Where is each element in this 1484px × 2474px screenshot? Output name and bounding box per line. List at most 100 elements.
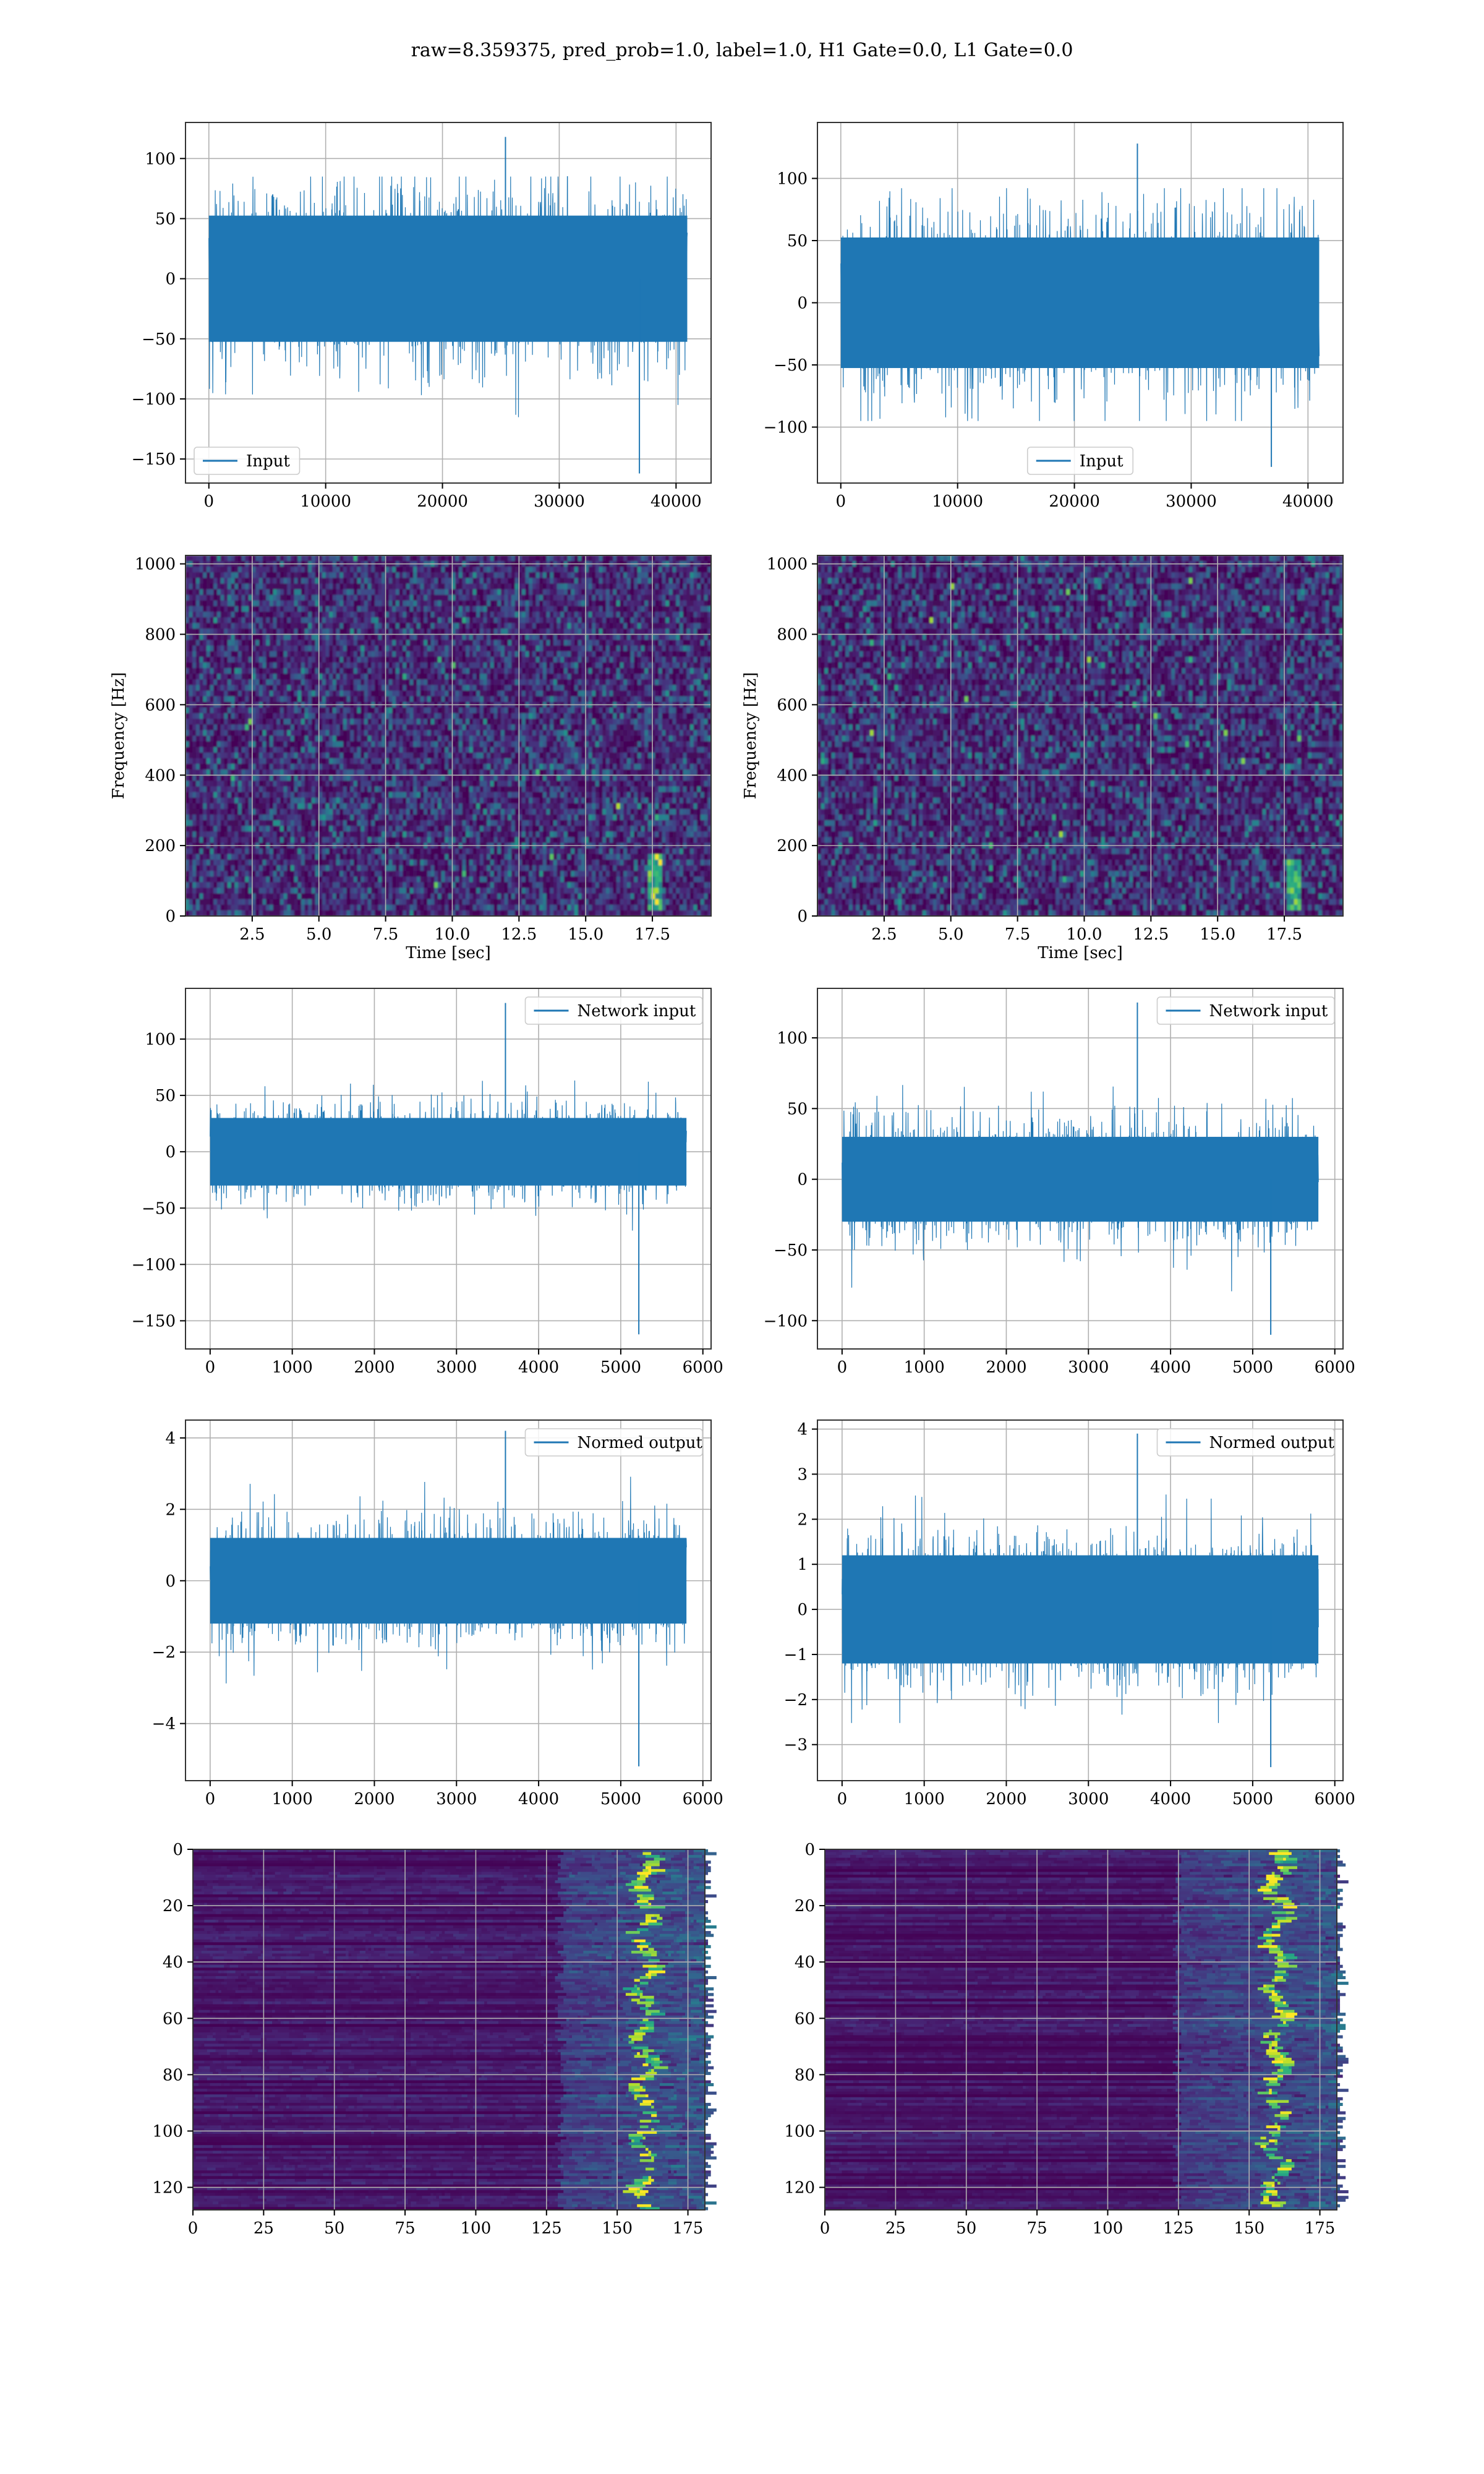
x-tick-label: 0 [205,1358,216,1377]
series-core [842,1556,1318,1664]
x-tick-label: 7.5 [1005,925,1030,944]
y-tick-label: −50 [774,1241,808,1260]
legend-label: Normed output [578,1434,703,1452]
y-tick-label: 20 [795,1897,815,1915]
legend: Network input [1158,997,1335,1024]
x-tick-label: 0 [204,492,215,511]
panel-h1-network-input: 0 1000 2000 3000 4000 5000 6000−150−100−500501… [132,988,723,1377]
y-tick-label: 100 [784,2122,815,2141]
legend: Network input [526,997,703,1024]
legend: Input [1028,447,1133,474]
x-tick-label: 0 [820,2219,830,2238]
x-tick-label: 2000 [354,1790,394,1808]
x-tick-label: 4000 [1150,1358,1191,1377]
series-core [210,1118,686,1186]
y-tick-label: 100 [777,1029,808,1048]
y-tick-label: 0 [797,907,808,926]
x-tick-label: 5000 [1232,1790,1273,1808]
y-tick-label: 50 [787,232,808,250]
y-tick-label: 100 [777,169,808,188]
legend-label: Network input [578,1002,696,1021]
x-tick-label: 0 [205,1790,216,1808]
x-tick-label: 50 [956,2219,976,2238]
x-tick-label: 0 [188,2219,198,2238]
x-tick-label: 4000 [1150,1790,1191,1808]
legend-label: Normed output [1209,1434,1335,1452]
y-tick-label: 50 [787,1100,808,1118]
y-axis-label: Frequency [Hz] [109,672,128,800]
y-tick-label: −4 [152,1715,176,1734]
legend: Normed output [526,1429,703,1456]
y-tick-label: 800 [777,626,808,644]
x-tick-label: 17.5 [1266,925,1302,944]
y-tick-label: −100 [764,1312,808,1330]
y-tick-label: 4 [797,1421,808,1439]
x-tick-label: 30000 [534,492,585,511]
y-tick-label: 50 [155,1087,176,1105]
x-tick-label: 10000 [300,492,351,511]
y-tick-label: 0 [797,1171,808,1189]
y-tick-label: 0 [804,1841,815,1859]
y-tick-label: 50 [155,210,176,228]
x-tick-label: 6000 [1315,1358,1355,1377]
legend-label: Input [246,452,290,471]
figure-canvas: 0 10000 20000 30000 40000−150−100−50050100In… [0,0,1484,2474]
heatmap-cells [186,555,712,917]
y-tick-label: 0 [797,1601,808,1619]
x-tick-label: 10000 [932,492,983,511]
x-tick-label: 5.0 [938,925,963,944]
y-tick-label: −2 [784,1691,808,1710]
y-tick-label: −1 [784,1646,808,1664]
x-tick-label: 3000 [436,1358,477,1377]
y-tick-label: 40 [795,1953,815,1972]
x-tick-label: 2000 [986,1790,1026,1808]
series-core [209,216,688,342]
y-tick-label: 0 [797,294,808,313]
legend: Normed output [1158,1429,1335,1456]
x-tick-label: 150 [602,2219,633,2238]
y-tick-label: 400 [145,766,176,785]
y-tick-label: 3 [797,1465,808,1484]
y-tick-label: 200 [145,837,176,855]
panel-h1-input: 0 10000 20000 30000 40000−150−100−50050100In… [132,122,711,511]
x-tick-label: 20000 [1049,492,1100,511]
x-axis-label: Time [sec] [1038,944,1123,962]
y-tick-label: 0 [165,1572,176,1591]
x-tick-label: 2000 [986,1358,1026,1377]
y-tick-label: 40 [163,1953,183,1972]
y-tick-label: 200 [777,837,808,855]
y-tick-label: −100 [132,1256,176,1274]
x-tick-label: 75 [395,2219,416,2238]
x-tick-label: 5000 [600,1790,641,1808]
x-tick-label: 5000 [1232,1358,1273,1377]
y-tick-label: 100 [152,2122,183,2141]
y-tick-label: 1 [797,1556,808,1574]
x-tick-label: 6000 [1315,1790,1355,1808]
x-tick-label: 50 [324,2219,344,2238]
y-tick-label: 2 [797,1510,808,1529]
y-tick-label: −2 [152,1643,176,1662]
y-tick-label: 600 [145,696,176,714]
y-tick-label: 120 [784,2179,815,2198]
x-tick-label: 6000 [683,1358,723,1377]
y-tick-label: 0 [165,270,176,289]
y-tick-label: −50 [774,356,808,375]
x-tick-label: 15.0 [568,925,603,944]
x-tick-label: 1000 [904,1358,945,1377]
panel-l1-normed-output: 0 1000 2000 3000 4000 5000 6000−3−2−101234Norm… [784,1420,1355,1808]
x-tick-label: 40000 [650,492,702,511]
x-tick-label: 2.5 [239,925,265,944]
y-tick-label: 0 [165,907,176,926]
x-tick-label: 5000 [600,1358,641,1377]
y-tick-label: 100 [145,1030,176,1049]
x-tick-label: 15.0 [1200,925,1235,944]
x-tick-label: 3000 [436,1790,477,1808]
x-tick-label: 17.5 [634,925,670,944]
y-tick-label: 1000 [135,555,176,574]
y-tick-label: 20 [163,1897,183,1915]
x-tick-label: 25 [254,2219,274,2238]
x-tick-label: 2.5 [871,925,897,944]
